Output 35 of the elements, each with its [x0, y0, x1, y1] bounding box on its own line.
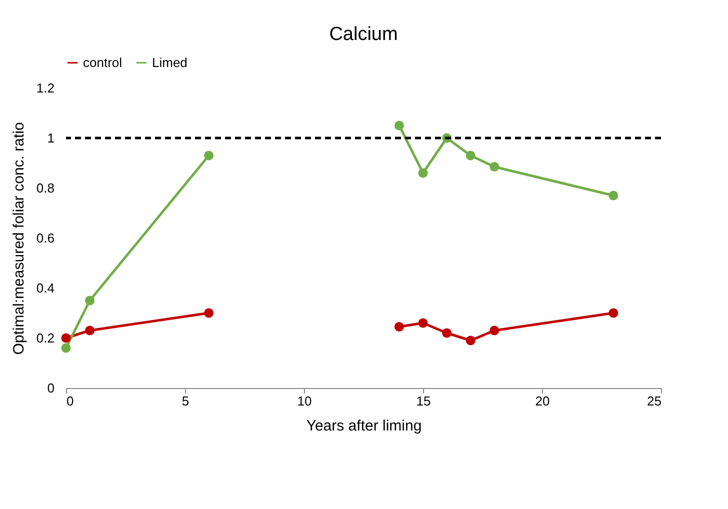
x-axis-title: Years after liming: [306, 418, 422, 434]
chart-title: Calcium: [329, 24, 398, 45]
x-tick-label: 10: [297, 394, 312, 408]
y-tick-label: 0: [47, 380, 54, 396]
point: [442, 328, 452, 338]
legend-label: Limed: [152, 54, 188, 70]
x-tick-label: 0: [66, 394, 74, 408]
point: [204, 308, 214, 318]
y-tick-label: 0.4: [36, 280, 54, 296]
x-tick-label: 25: [647, 394, 662, 408]
point: [394, 120, 404, 130]
x-tick-label: 20: [535, 394, 550, 408]
point: [466, 336, 476, 346]
point: [418, 168, 428, 178]
y-tick-label: 0.2: [36, 330, 54, 346]
point: [418, 318, 428, 328]
legend-label: control: [83, 54, 122, 70]
y-tick-label: 0.6: [36, 230, 54, 246]
point: [61, 333, 71, 343]
point: [608, 308, 618, 318]
point: [466, 150, 476, 160]
point: [204, 150, 214, 160]
y-tick-label: 1: [47, 130, 54, 146]
x-tick-label: 15: [416, 394, 431, 408]
point: [394, 322, 404, 332]
y-axis-title: Optimal:measured foliar conc. ratio: [10, 122, 28, 355]
point: [85, 296, 95, 306]
y-tick-label: 1.2: [36, 80, 54, 96]
point: [490, 326, 500, 336]
x-tick-label: 5: [182, 394, 190, 408]
point: [85, 326, 95, 336]
point: [490, 162, 500, 172]
y-tick-label: 0.8: [36, 180, 54, 196]
point: [61, 343, 71, 353]
point: [608, 190, 618, 200]
